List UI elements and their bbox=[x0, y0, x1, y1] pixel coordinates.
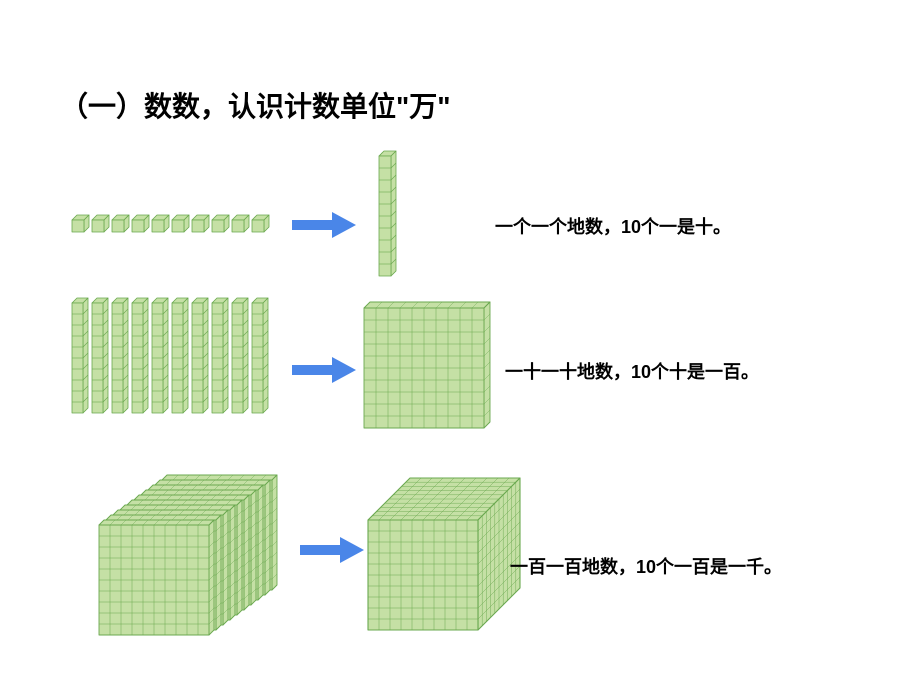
arrow-tens bbox=[290, 355, 360, 385]
ten-flats-svg bbox=[95, 460, 295, 645]
row-ones bbox=[70, 210, 280, 245]
arrow-ones bbox=[290, 210, 360, 240]
desc-tens: 一十一十地数，10个十是一百。 bbox=[505, 358, 759, 384]
ten-unit-cubes bbox=[70, 210, 280, 240]
desc-ones: 一个一个地数，10个一是十。 bbox=[495, 213, 731, 239]
row-tens-left bbox=[70, 295, 285, 435]
ten-rod bbox=[375, 148, 405, 288]
row-hundreds-left bbox=[95, 460, 295, 650]
thousand-cube bbox=[362, 470, 532, 645]
ten-rods-svg bbox=[70, 295, 285, 430]
desc-hundreds: 一百一百地数，10个一百是一千。 bbox=[510, 553, 782, 579]
hundred-flat bbox=[360, 298, 500, 438]
hundred-flat-svg bbox=[360, 298, 500, 433]
arrow-hundreds bbox=[298, 535, 368, 565]
arrow-icon bbox=[290, 355, 360, 385]
section-title: （一）数数，认识计数单位"万" bbox=[60, 85, 451, 125]
arrow-icon bbox=[298, 535, 368, 565]
ten-rod-svg bbox=[375, 148, 405, 283]
thousand-cube-svg bbox=[362, 470, 532, 640]
arrow-icon bbox=[290, 210, 360, 240]
